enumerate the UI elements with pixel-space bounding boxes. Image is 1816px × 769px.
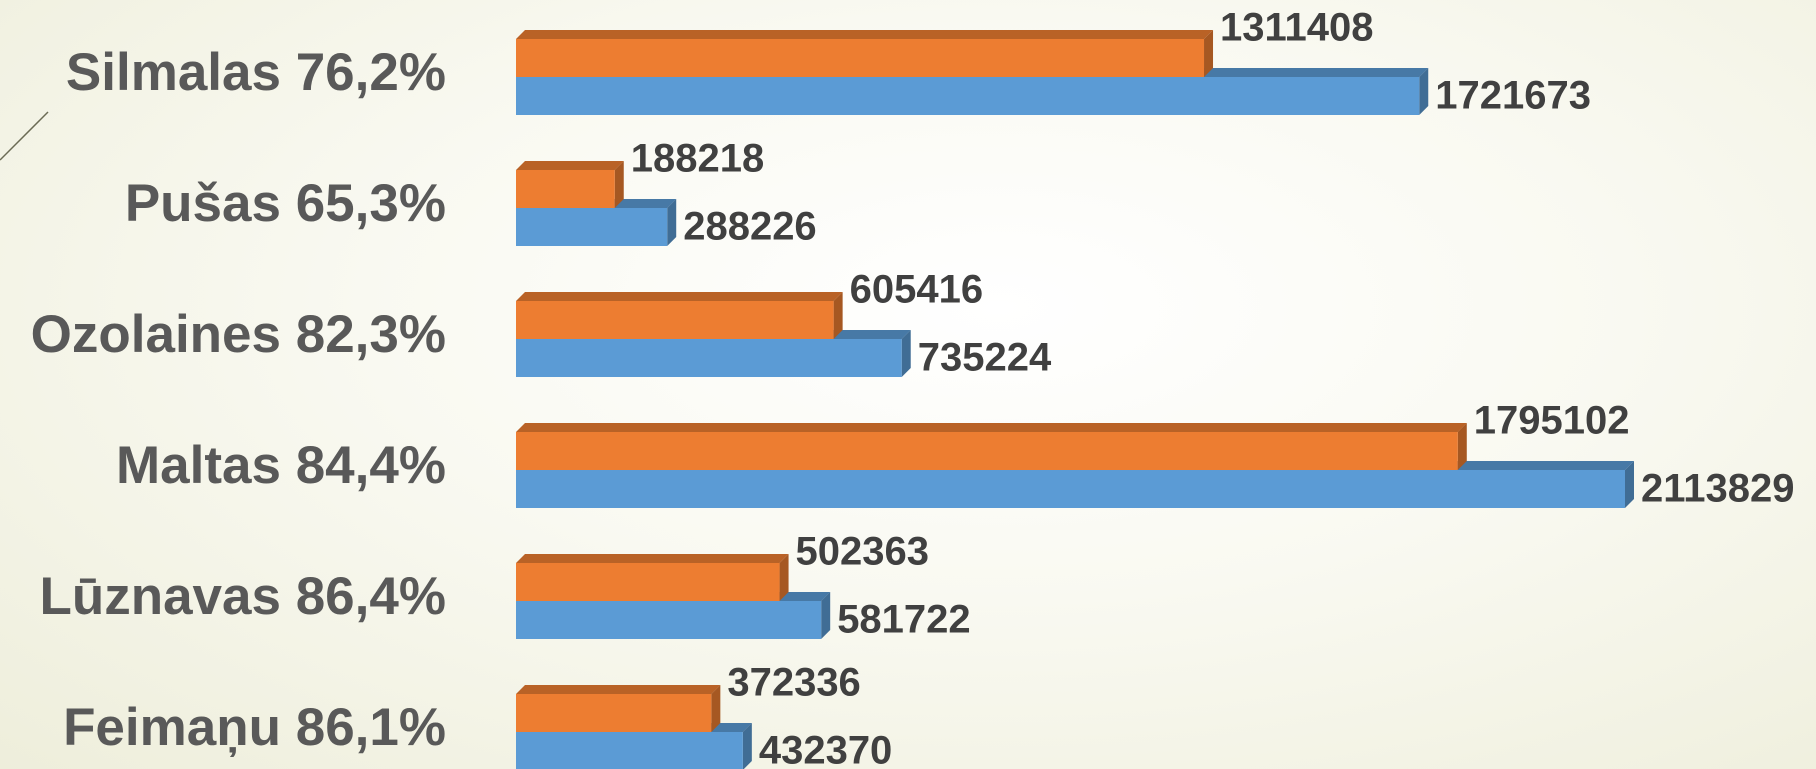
bar [516, 301, 834, 339]
category-label: Silmalas 76,2% [66, 43, 446, 102]
value-label: 1795102 [1474, 399, 1630, 443]
bar-side-face [1457, 423, 1467, 470]
category-label: Feimaņu 86,1% [63, 698, 446, 757]
bar [516, 694, 712, 732]
value-label: 432370 [759, 729, 892, 769]
value-label: 288226 [683, 205, 816, 249]
bar [516, 432, 1458, 470]
bar-side-face [1204, 30, 1214, 77]
value-label: 502363 [796, 530, 929, 574]
value-label: 735224 [918, 336, 1052, 380]
bar [516, 563, 780, 601]
bar-side-face [742, 723, 752, 769]
value-label: 2113829 [1641, 467, 1795, 511]
bar [516, 208, 668, 246]
bar-top-face [516, 685, 721, 694]
bar [516, 601, 822, 639]
bar-side-face [1419, 68, 1429, 115]
value-label: 1311408 [1220, 6, 1374, 50]
bar-side-face [711, 685, 721, 732]
value-label: 188218 [631, 137, 764, 181]
value-label: 1721673 [1435, 74, 1591, 118]
category-label: Lūznavas 86,4% [39, 567, 446, 626]
value-label: 372336 [727, 661, 860, 705]
bar [516, 339, 902, 377]
bar-top-face [516, 292, 843, 301]
bar-side-face [779, 554, 789, 601]
bar-side-face [614, 161, 624, 208]
bar-side-face [1625, 461, 1634, 508]
bar [516, 732, 743, 769]
value-label: 605416 [850, 268, 983, 312]
bar [516, 170, 615, 208]
bar-side-face [821, 592, 831, 639]
decor-line [0, 111, 49, 161]
category-label: Maltas 84,4% [116, 436, 446, 495]
bar-top-face [516, 554, 789, 563]
bar-top-face [516, 161, 624, 170]
bar [516, 39, 1205, 77]
bar [516, 77, 1420, 115]
value-label: 581722 [837, 598, 970, 642]
bar-top-face [516, 30, 1214, 39]
category-label: Ozolaines 82,3% [31, 305, 446, 364]
category-label: Pušas 65,3% [125, 174, 446, 233]
bar-side-face [901, 330, 911, 377]
bar-side-face [833, 292, 843, 339]
bar-side-face [667, 199, 677, 246]
bar-top-face [516, 423, 1467, 432]
bar [516, 470, 1625, 508]
